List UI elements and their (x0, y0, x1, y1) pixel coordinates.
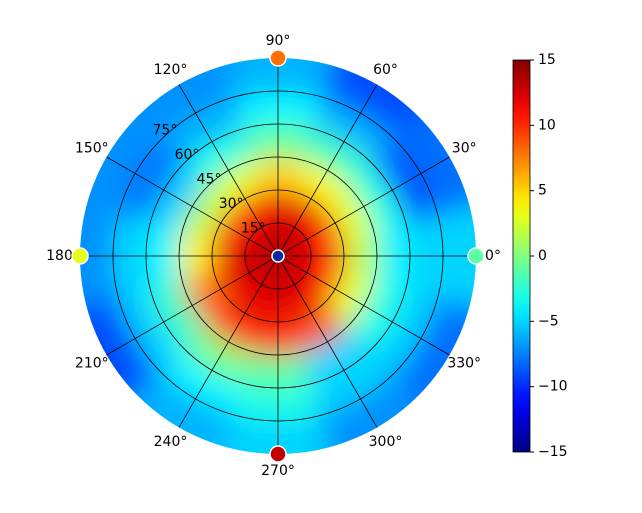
heat-cell (347, 161, 406, 232)
heat-cell (370, 289, 438, 374)
theta-grid-line (277, 156, 450, 257)
heat-cell (182, 272, 232, 327)
heat-cell (286, 192, 326, 233)
theta-tick-label: 300° (369, 434, 403, 450)
heat-cell (150, 280, 209, 351)
r-tick-label: 45° (197, 171, 222, 187)
heat-cell (294, 302, 349, 352)
edge-marker (467, 247, 485, 265)
heat-cell (324, 185, 374, 240)
heat-cell (278, 224, 302, 256)
heat-cell (118, 289, 186, 374)
colorbar-tick-label: −5 (538, 313, 559, 329)
heat-cell (183, 128, 254, 187)
heat-cell (301, 264, 342, 304)
theta-tick-label: 0° (485, 248, 501, 264)
heat-cell (436, 189, 476, 323)
r-tick-label: 30° (219, 196, 244, 212)
heat-cell (246, 256, 278, 280)
heat-cell (150, 161, 209, 232)
theta-tick-label: 120° (154, 62, 188, 78)
heat-cell (278, 256, 302, 288)
heat-cell (183, 325, 254, 384)
heat-cell (324, 272, 374, 327)
r-tick-label: 60° (175, 147, 200, 163)
center-dot (271, 249, 285, 263)
heat-cell (80, 189, 120, 323)
theta-grid-line (106, 156, 279, 257)
polar-grid: 15°30°45°60°75°0°30°60°90°120°150°180°21… (46, 33, 501, 479)
theta-grid-line (277, 255, 450, 356)
heat-cell (160, 348, 245, 416)
theta-tick-label: 30° (452, 141, 477, 157)
r-tick-label: 75° (153, 122, 178, 138)
edge-marker (71, 247, 89, 265)
heat-cell (211, 414, 345, 454)
theta-tick-label: 150° (75, 141, 109, 157)
heat-cell (211, 58, 345, 98)
heat-cell (182, 185, 232, 240)
heat-cell (302, 128, 373, 187)
heat-cell (214, 208, 255, 248)
theta-grid-line (277, 84, 378, 257)
heat-cell (254, 224, 278, 256)
edge-marker (269, 445, 287, 463)
heat-cell (302, 325, 373, 384)
heat-cell (207, 302, 262, 352)
heat-cell (301, 208, 342, 248)
heat-cell (118, 138, 186, 223)
theta-grid-line (106, 255, 279, 356)
heat-cell (207, 160, 262, 210)
heat-cell (246, 232, 278, 256)
heat-cell (311, 348, 396, 416)
theta-grid-line (178, 84, 279, 257)
heat-cell (230, 279, 270, 320)
colorbar-tick-label: 0 (538, 248, 547, 264)
colorbar-tick-label: 10 (538, 117, 556, 133)
theta-tick-label: 60° (373, 62, 398, 78)
heat-cell (160, 96, 245, 164)
theta-grid-line (277, 255, 378, 428)
theta-tick-label: 270° (261, 463, 295, 479)
heat-cell (278, 256, 310, 280)
heat-cell (294, 160, 349, 210)
heat-cell (347, 280, 406, 351)
heat-cell (286, 279, 326, 320)
theta-tick-label: 180° (46, 248, 80, 264)
colorbar-tick-label: −15 (538, 444, 568, 460)
colorbar-tick-label: 5 (538, 183, 547, 199)
colorbar (512, 59, 531, 453)
theta-tick-label: 90° (266, 33, 291, 49)
theta-tick-label: 330° (447, 356, 481, 372)
theta-tick-label: 210° (75, 356, 109, 372)
colorbar-tick-label: −10 (538, 379, 568, 395)
heat-cell (370, 138, 438, 223)
heat-cell (311, 96, 396, 164)
heat-cell (230, 192, 270, 233)
heat-cell (214, 264, 255, 304)
overlay: −15 −10 −5 0 5 10 15 (71, 49, 568, 463)
theta-tick-label: 240° (154, 434, 188, 450)
heat-cell (254, 256, 278, 288)
heat-cell (278, 232, 310, 256)
colorbar-tick-label: 15 (538, 52, 556, 68)
theta-grid-line (178, 255, 279, 428)
edge-marker (269, 49, 287, 67)
